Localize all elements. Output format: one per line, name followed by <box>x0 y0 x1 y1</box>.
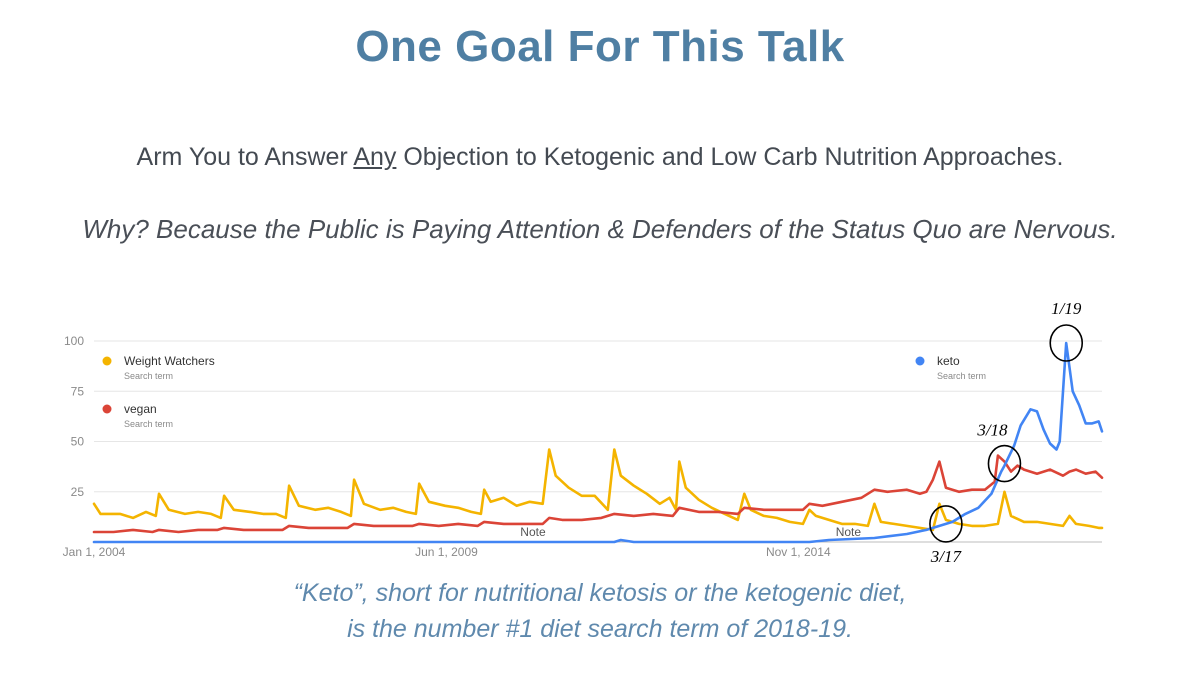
legend-dot-weight-watchers <box>102 356 112 366</box>
subtitle-pre: Arm You to Answer <box>136 143 354 171</box>
legend-subtext: Search term <box>937 371 986 381</box>
slide-title: One Goal For This Talk <box>355 22 845 71</box>
legend-dot-vegan <box>102 404 112 414</box>
annotation-circle <box>929 505 963 543</box>
series-line-keto <box>92 341 1104 544</box>
x-tick-label: Nov 1, 2014 <box>766 545 831 559</box>
y-tick-label: 100 <box>64 334 84 348</box>
y-tick-label: 75 <box>71 384 85 398</box>
legend-label-keto: keto <box>937 354 960 368</box>
slide-subtitle: Arm You to Answer Any Objection to Ketog… <box>0 143 1200 172</box>
slide-caption: “Keto”, short for nutritional ketosis or… <box>0 575 1200 647</box>
legend-subtext: Search term <box>124 371 173 381</box>
subtitle-post: Objection to Ketogenic and Low Carb Nutr… <box>396 143 1064 171</box>
annotation-label: 3/18 <box>976 421 1008 440</box>
legend-subtext: Search term <box>124 419 173 429</box>
subtitle-emphasis: Any <box>353 143 397 171</box>
annotation-circle <box>987 444 1022 483</box>
x-tick-label: Jun 1, 2009 <box>415 545 478 559</box>
x-tick-label: Jan 1, 2004 <box>63 545 126 559</box>
note-marker: Note <box>520 525 546 539</box>
note-marker: Note <box>836 525 862 539</box>
series-line-vegan <box>92 454 1104 534</box>
y-tick-label: 50 <box>71 435 85 449</box>
annotation-label: 3/17 <box>930 547 963 566</box>
slide-why-statement: Why? Because the Public is Paying Attent… <box>82 214 1118 244</box>
y-tick-label: 25 <box>71 485 85 499</box>
legend-label-vegan: vegan <box>124 402 157 416</box>
annotation-circle <box>1049 324 1084 362</box>
caption-line-1: “Keto”, short for nutritional ketosis or… <box>293 579 907 607</box>
annotation-label: 1/19 <box>1051 299 1082 318</box>
legend-dot-keto <box>915 356 925 366</box>
caption-line-2: is the number #1 diet search term of 201… <box>347 615 853 643</box>
legend-label-weight-watchers: Weight Watchers <box>124 354 215 368</box>
